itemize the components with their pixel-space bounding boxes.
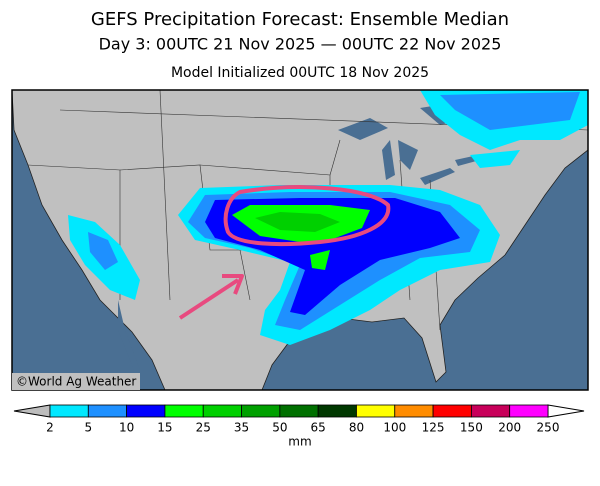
colorbar-segment [241,404,281,418]
subtitle: Day 3: 00UTC 21 Nov 2025 — 00UTC 22 Nov … [99,35,502,54]
colorbar-segment [126,404,166,418]
annotation [178,185,391,320]
colorbar-segment [279,404,319,418]
colorbar-segment [509,404,549,418]
colorbar-unit: mm [288,435,311,449]
colorbar-tick-label: 200 [498,421,521,435]
colorbar: 2 5 10 15 25 35 50 65 80 100 125 150 200 250 [13,404,585,435]
credit-box [12,373,140,390]
colorbar-tick-label: 15 [157,421,172,435]
precip-west [68,215,140,300]
precip-central [178,185,500,345]
colorbar-segment [356,404,396,418]
colorbar-segment [164,404,204,418]
colorbar-tick-label: 250 [537,421,560,435]
colorbar-tick-label: 50 [272,421,287,435]
colorbar-segment [394,404,434,418]
colorbar-segment [317,404,357,418]
colorbar-tick-label: 65 [311,421,326,435]
colorbar-tick-label: 2 [46,421,54,435]
precip-northeast [420,90,588,168]
colorbar-segment [202,404,242,418]
colorbar-segment [87,404,128,418]
colorbar-tick-label: 100 [383,421,406,435]
colorbar-tick-label: 35 [234,421,249,435]
colorbar-tick-label: 5 [84,421,92,435]
colorbar-tick-label: 150 [460,421,483,435]
colorbar-tick-label: 80 [349,421,364,435]
title: GEFS Precipitation Forecast: Ensemble Me… [91,9,509,30]
colorbar-segment [470,404,511,418]
colorbar-under [13,404,51,418]
map: ©World Ag Weather [11,89,589,391]
init-time: Model Initialized 00UTC 18 Nov 2025 [171,65,429,81]
colorbar-tick-label: 25 [196,421,211,435]
colorbar-segment [432,404,472,418]
gulf-of-california [118,300,150,390]
credit: ©World Ag Weather [16,375,136,389]
colorbar-tick-label: 125 [422,421,445,435]
map-frame [11,89,589,391]
colorbar-over [547,404,585,418]
colorbar-tick-label: 10 [119,421,134,435]
colorbar-segment [49,404,89,418]
